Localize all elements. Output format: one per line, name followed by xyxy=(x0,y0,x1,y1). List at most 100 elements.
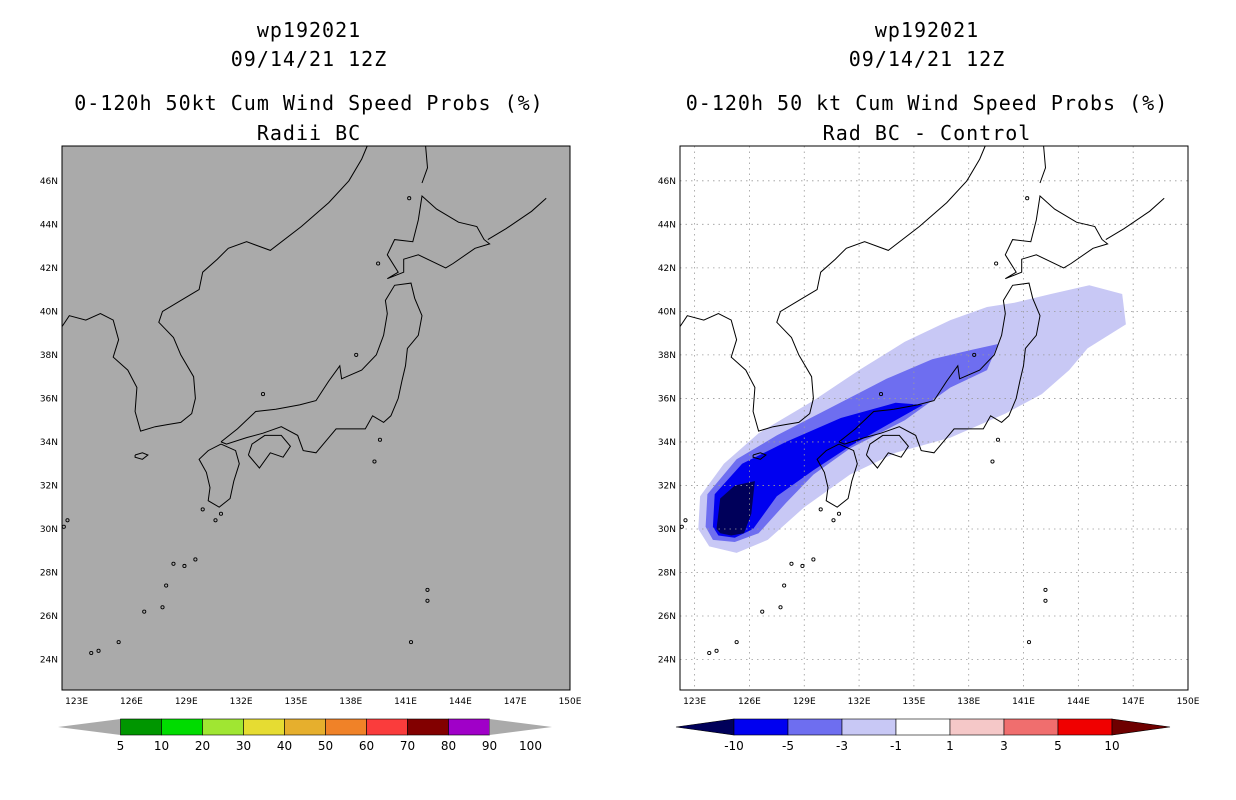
y-tick-label: 40N xyxy=(658,307,676,317)
coast-island xyxy=(89,650,94,656)
coast-mainland-asia xyxy=(679,145,986,432)
coast-island xyxy=(372,459,377,464)
colorbar-label: -3 xyxy=(836,739,848,753)
colorbar-label: 100 xyxy=(519,739,542,753)
colorbar-label: 20 xyxy=(195,739,210,753)
x-tick-label: 150E xyxy=(1177,697,1200,707)
colorbar-swatch xyxy=(448,718,490,736)
coast-island xyxy=(408,640,414,645)
colorbar-swatch xyxy=(841,718,897,736)
map-background xyxy=(62,146,570,690)
coast-island xyxy=(778,605,783,610)
y-tick-label: 34N xyxy=(658,438,676,448)
coast-island xyxy=(1043,587,1048,592)
coast-island xyxy=(1026,640,1032,645)
coast-island xyxy=(734,640,739,645)
colorbar-label: 3 xyxy=(1000,739,1008,753)
y-tick-label: 44N xyxy=(658,220,676,230)
y-tick-label: 28N xyxy=(40,568,58,578)
diff-band-light xyxy=(698,285,1126,553)
coast-island xyxy=(818,507,823,512)
coast-island xyxy=(142,609,147,614)
colorbar-label: 10 xyxy=(154,739,169,753)
coast-island xyxy=(193,557,198,562)
x-tick-label: 141E xyxy=(1012,697,1035,707)
coast-island xyxy=(1025,196,1030,201)
colorbar: 5 10 20 30 40 50 60 70 80 90 100 xyxy=(58,718,552,753)
colorbar-label: 80 xyxy=(441,739,456,753)
diff-band-strong xyxy=(712,402,923,538)
colorbar-swatch xyxy=(949,718,1005,736)
x-tick-label: 144E xyxy=(1067,697,1090,707)
x-tick-label: 123E xyxy=(683,697,706,707)
coast-island xyxy=(200,507,205,512)
left-panel: wp192021 09/14/21 12Z 0-120h 50kt Cum Wi… xyxy=(40,18,582,753)
coast-island xyxy=(116,640,121,645)
colorbar-swatch xyxy=(1111,718,1171,736)
colorbar-label: 30 xyxy=(236,739,251,753)
map-right: 123E 126E 129E 132E 135E 138E 141E 144E 147E 150E… xyxy=(658,145,1200,753)
coast-island xyxy=(182,563,187,569)
y-tick-label: 24N xyxy=(658,656,676,666)
coast-island xyxy=(164,583,169,588)
y-tick-label: 40N xyxy=(40,307,58,317)
y-tick-label: 38N xyxy=(40,351,58,361)
coast-island xyxy=(160,605,165,610)
chart-subtitle: Radii BC xyxy=(256,121,362,145)
x-tick-label: 147E xyxy=(1122,697,1145,707)
coast-island xyxy=(260,392,266,397)
coast-island xyxy=(354,352,359,357)
coast-island xyxy=(831,518,836,523)
colorbar-label: 50 xyxy=(318,739,333,753)
colorbar-swatch xyxy=(407,718,449,736)
coast-island xyxy=(425,598,430,603)
y-tick-label: 26N xyxy=(658,612,676,622)
coast-island xyxy=(836,511,842,516)
coast-island xyxy=(714,648,719,653)
coast-jeju xyxy=(752,452,767,460)
coast-kyushu xyxy=(198,443,240,508)
storm-id: wp192021 xyxy=(874,18,980,42)
x-tick-label: 132E xyxy=(848,697,871,707)
y-tick-label: 44N xyxy=(40,220,58,230)
coast-island xyxy=(990,459,995,464)
coast-island xyxy=(407,196,412,201)
colorbar-swatch xyxy=(58,719,121,735)
chart-title: 0-120h 50kt Cum Wind Speed Probs (%) xyxy=(74,91,544,115)
x-tick-label: 132E xyxy=(230,697,253,707)
coast-island xyxy=(683,518,688,523)
y-tick-label: 36N xyxy=(40,394,58,404)
x-tick-label: 150E xyxy=(559,697,582,707)
coast-island xyxy=(878,392,884,397)
colorbar-label: -10 xyxy=(724,739,744,753)
x-tick-label: 141E xyxy=(394,697,417,707)
coast-island xyxy=(96,648,101,653)
colorbar-swatch xyxy=(161,718,203,736)
x-tick-label: 129E xyxy=(793,697,816,707)
coast-island xyxy=(171,561,176,566)
colorbar-label: 60 xyxy=(359,739,374,753)
coast-kyushu xyxy=(816,443,858,508)
colorbar-swatch xyxy=(895,718,951,736)
coast-island xyxy=(995,437,1001,442)
coast-sakhalin xyxy=(421,145,429,184)
map-plot xyxy=(679,145,1189,691)
colorbar: -10 -5 -3 -1 1 3 5 10 xyxy=(675,718,1171,753)
chart-title: 0-120h 50 kt Cum Wind Speed Probs (%) xyxy=(685,91,1169,115)
x-tick-label: 126E xyxy=(120,697,143,707)
colorbar-label: 10 xyxy=(1104,739,1119,753)
colorbar-swatch xyxy=(120,718,162,736)
y-tick-label: 28N xyxy=(658,568,676,578)
x-tick-label: 129E xyxy=(175,697,198,707)
y-tick-label: 24N xyxy=(40,656,58,666)
y-tick-label: 46N xyxy=(658,177,676,187)
right-panel: wp192021 09/14/21 12Z 0-120h 50 kt Cum W… xyxy=(618,0,1236,800)
coast-island xyxy=(789,561,794,566)
coast-sakhalin xyxy=(1039,145,1047,184)
colorbar-label: 40 xyxy=(277,739,292,753)
colorbar-swatch xyxy=(325,718,367,736)
coast-island xyxy=(377,437,383,442)
date-label: 09/14/21 12Z xyxy=(230,47,388,71)
y-tick-label: 30N xyxy=(658,525,676,535)
coast-island xyxy=(1043,598,1048,603)
